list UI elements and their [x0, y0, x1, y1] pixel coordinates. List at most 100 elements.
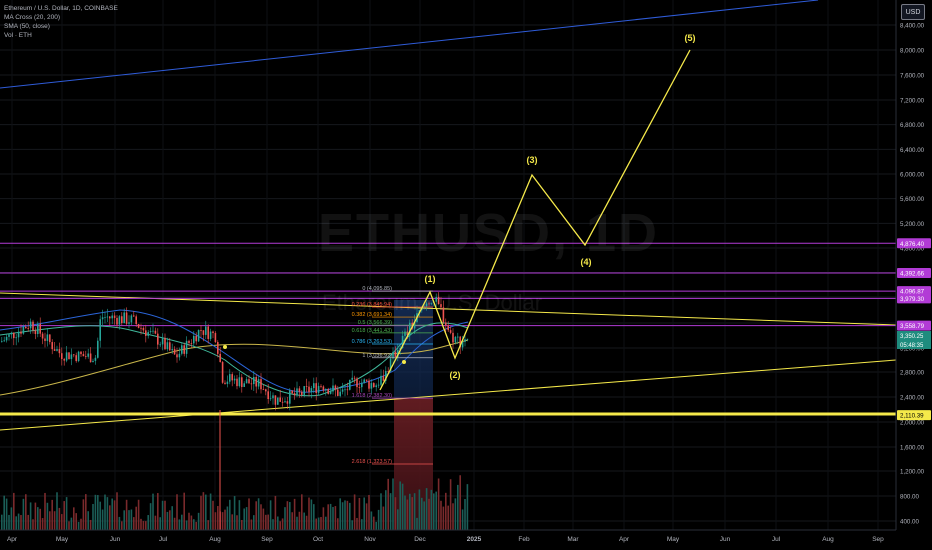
- volume-bar: [221, 512, 224, 530]
- candle-body: [104, 316, 106, 318]
- candle-body: [219, 353, 221, 363]
- volume-bar: [339, 498, 341, 530]
- volume-bar: [286, 501, 289, 530]
- volume-bar: [368, 494, 370, 530]
- candle-body: [125, 312, 128, 324]
- volume-bar: [101, 509, 104, 530]
- volume-bar: [171, 506, 173, 530]
- legend-volume[interactable]: Vol · ETH: [4, 32, 32, 39]
- cross-marker: [402, 360, 406, 364]
- currency-button[interactable]: USD: [901, 4, 925, 20]
- volume-bar: [269, 500, 272, 530]
- volume-bar: [109, 505, 111, 530]
- candle-body: [279, 397, 281, 402]
- volume-bar: [89, 519, 92, 530]
- volume-bar: [440, 500, 442, 530]
- candle-body: [346, 389, 349, 391]
- volume-bar: [370, 511, 373, 530]
- volume-bar: [104, 494, 106, 530]
- legend-ma-cross[interactable]: MA Cross (20, 200): [4, 14, 60, 21]
- candle-body: [80, 351, 82, 355]
- candle-body: [99, 319, 101, 341]
- candle-body: [121, 316, 123, 324]
- volume-bar: [106, 497, 109, 530]
- candle-body: [22, 326, 25, 334]
- volume-bar: [452, 503, 454, 530]
- candle-body: [317, 385, 320, 393]
- candle-body: [61, 353, 63, 360]
- volume-bar: [202, 492, 205, 530]
- legend-symbol[interactable]: Ethereum / U.S. Dollar, 1D, COINBASE: [4, 5, 118, 12]
- candle-body: [452, 332, 454, 343]
- level-badge: [897, 410, 931, 421]
- legend-sma[interactable]: SMA (50, close): [4, 23, 50, 30]
- volume-bar: [262, 508, 265, 530]
- volume-bar: [94, 494, 97, 530]
- volume-bar: [3, 495, 5, 530]
- volume-bar: [337, 518, 339, 530]
- volume-bar: [20, 515, 22, 530]
- candle-body: [445, 322, 447, 326]
- chart-legend: Ethereum / U.S. Dollar, 1D, COINBASE MA …: [4, 4, 118, 40]
- level-badge: [897, 293, 931, 304]
- candle-body: [440, 304, 442, 308]
- volume-bar: [404, 495, 406, 530]
- candle-body: [380, 375, 382, 385]
- trendlines: [0, 0, 897, 530]
- candle-body: [29, 321, 32, 329]
- candle-body: [437, 297, 440, 305]
- volume-bar: [15, 516, 17, 530]
- x-tick-label: 2025: [467, 536, 482, 543]
- volume-bar: [289, 502, 291, 530]
- candle-body: [461, 341, 464, 348]
- volume-bar: [382, 506, 385, 530]
- y-tick-label: 800.00: [900, 494, 919, 501]
- volume-bar: [41, 518, 44, 530]
- candle-body: [137, 324, 140, 328]
- volume-bar: [154, 515, 157, 530]
- candle-body: [428, 303, 430, 305]
- candle-body: [205, 326, 207, 335]
- volume-bar: [365, 503, 368, 530]
- candle-body: [253, 376, 255, 385]
- price-badge: [897, 340, 931, 349]
- price-axis: 8,400.00 8,000.00 7,600.00 7,200.00 6,800.00…: [895, 0, 932, 550]
- volume-bar: [140, 518, 142, 530]
- volume-bar: [392, 478, 394, 530]
- x-tick-label: May: [56, 536, 69, 543]
- wave-label: (2): [450, 370, 461, 380]
- volume-bar: [461, 509, 464, 530]
- volume-bar: [58, 507, 61, 530]
- volume-bar: [346, 500, 349, 530]
- candle-body: [89, 353, 92, 363]
- volume-bar: [166, 511, 169, 530]
- volume-bar: [27, 514, 29, 530]
- candle-body: [409, 322, 411, 335]
- volume-bar: [183, 492, 185, 530]
- candle-body: [257, 379, 260, 387]
- candle-body: [73, 354, 75, 356]
- candle-body: [169, 342, 171, 351]
- volume-bar: [188, 512, 190, 530]
- x-tick-label: Oct: [313, 536, 323, 543]
- volume-bar: [303, 512, 305, 530]
- candle-body: [142, 327, 145, 331]
- candle-body: [377, 384, 380, 386]
- candle-body: [250, 383, 253, 385]
- volume-bar: [423, 501, 425, 530]
- candle-body: [101, 317, 104, 320]
- candle-body: [226, 381, 229, 384]
- candle-body: [339, 391, 341, 396]
- y-tick-label: 1,200.00: [900, 469, 925, 476]
- volume-bar: [363, 497, 365, 530]
- candle-body: [63, 359, 65, 361]
- x-tick-label: May: [667, 536, 680, 543]
- volume-bar: [435, 491, 437, 530]
- volume-bar: [293, 498, 296, 530]
- candle-body: [27, 328, 29, 329]
- candle-body: [277, 397, 279, 405]
- candle-body: [298, 388, 301, 392]
- candle-body: [75, 355, 77, 362]
- candle-body: [214, 333, 217, 343]
